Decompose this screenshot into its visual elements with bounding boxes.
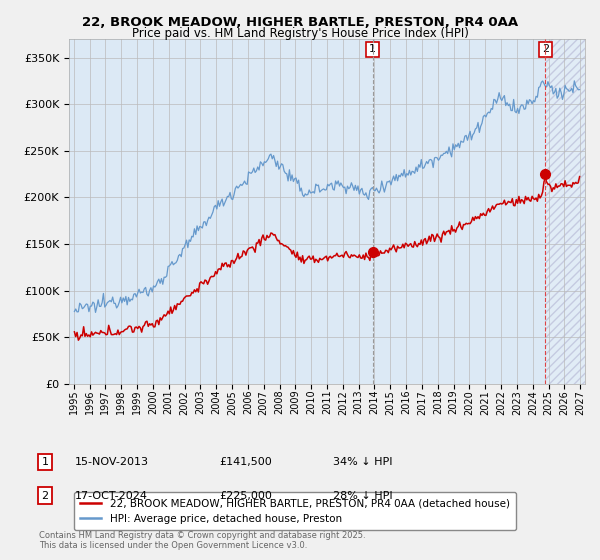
Text: 2: 2 — [542, 44, 549, 54]
Text: Contains HM Land Registry data © Crown copyright and database right 2025.
This d: Contains HM Land Registry data © Crown c… — [39, 530, 365, 550]
Legend: 22, BROOK MEADOW, HIGHER BARTLE, PRESTON, PR4 0AA (detached house), HPI: Average: 22, BROOK MEADOW, HIGHER BARTLE, PRESTON… — [74, 492, 516, 530]
Text: 22, BROOK MEADOW, HIGHER BARTLE, PRESTON, PR4 0AA: 22, BROOK MEADOW, HIGHER BARTLE, PRESTON… — [82, 16, 518, 29]
Text: Price paid vs. HM Land Registry's House Price Index (HPI): Price paid vs. HM Land Registry's House … — [131, 27, 469, 40]
Bar — [545, 39, 588, 384]
Text: 15-NOV-2013: 15-NOV-2013 — [75, 457, 149, 467]
Text: £141,500: £141,500 — [219, 457, 272, 467]
Text: 1: 1 — [41, 457, 49, 467]
Text: 28% ↓ HPI: 28% ↓ HPI — [333, 491, 392, 501]
Bar — [545, 39, 588, 384]
Text: 1: 1 — [369, 44, 376, 54]
Text: £225,000: £225,000 — [219, 491, 272, 501]
Text: 17-OCT-2024: 17-OCT-2024 — [75, 491, 148, 501]
Text: 34% ↓ HPI: 34% ↓ HPI — [333, 457, 392, 467]
Text: 2: 2 — [41, 491, 49, 501]
